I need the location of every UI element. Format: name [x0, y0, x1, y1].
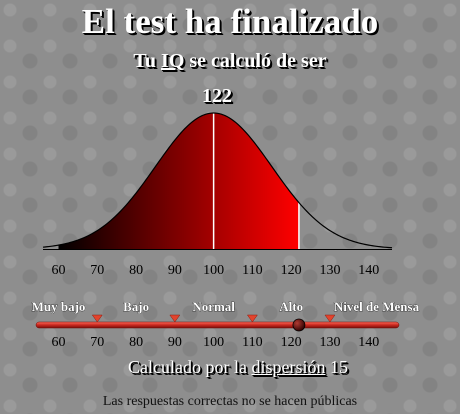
scale-tick: 130 [319, 335, 340, 350]
scale-tick: 110 [242, 335, 262, 350]
calculation-method: Calculado por la dispersión 15 [0, 357, 460, 378]
iq-score: 122 [202, 85, 232, 107]
answers-note: Las respuestas correctas no se hacen púb… [102, 394, 358, 409]
scale-tick: 60 [52, 335, 66, 350]
scale-tick: 100 [203, 335, 224, 350]
scale-category-label: Bajo [123, 299, 149, 314]
dispersion-link[interactable]: dispersión [251, 357, 326, 377]
result-subtitle: Tu IQ se calculó de ser [0, 50, 460, 73]
subtitle-prefix: Tu [133, 50, 162, 72]
scale-threshold-marker [246, 314, 258, 323]
chart-layer: 60 70 80 90 100 110 120 130 140 [42, 112, 393, 278]
scale-category-label: Normal [192, 299, 235, 314]
iq-link[interactable]: IQ [161, 50, 185, 72]
chart-x-tick: 60 [52, 263, 66, 278]
subtitle-suffix: se calculó de ser [184, 50, 327, 72]
curve-outline [42, 112, 393, 249]
scale-category-label: Nivel de Mensa [334, 299, 420, 314]
chart-x-tick: 120 [281, 263, 302, 278]
scale-threshold-marker [169, 314, 181, 323]
page-title: El test ha finalizado [81, 2, 379, 41]
chart-x-tick: 90 [168, 263, 182, 278]
scale-tick: 120 [281, 335, 302, 350]
chart-x-tick: 140 [358, 263, 379, 278]
scale-threshold-marker [324, 314, 336, 323]
scale-threshold-marker [91, 314, 103, 323]
scale-tick: 70 [90, 335, 104, 350]
method-suffix: 15 [325, 357, 348, 377]
method-prefix: Calculado por la [128, 357, 252, 377]
scale-tick: 80 [129, 335, 143, 350]
chart-x-tick: 100 [203, 263, 224, 278]
chart-x-tick: 130 [319, 263, 340, 278]
chart-x-tick: 80 [129, 263, 143, 278]
iq-scale[interactable]: Muy bajo Bajo Normal Alto Nivel de Mensa 60 70… [31, 299, 420, 350]
scale-bar[interactable] [35, 321, 400, 329]
chart-x-tick: 110 [242, 263, 262, 278]
score-pointer[interactable] [292, 318, 306, 332]
curve-fill [58, 113, 299, 249]
scale-category-label: Alto [279, 299, 303, 314]
scale-tick: 90 [168, 335, 182, 350]
scale-category-label: Muy bajo [32, 299, 86, 314]
scale-tick: 140 [358, 335, 379, 350]
chart-x-tick: 70 [90, 263, 104, 278]
